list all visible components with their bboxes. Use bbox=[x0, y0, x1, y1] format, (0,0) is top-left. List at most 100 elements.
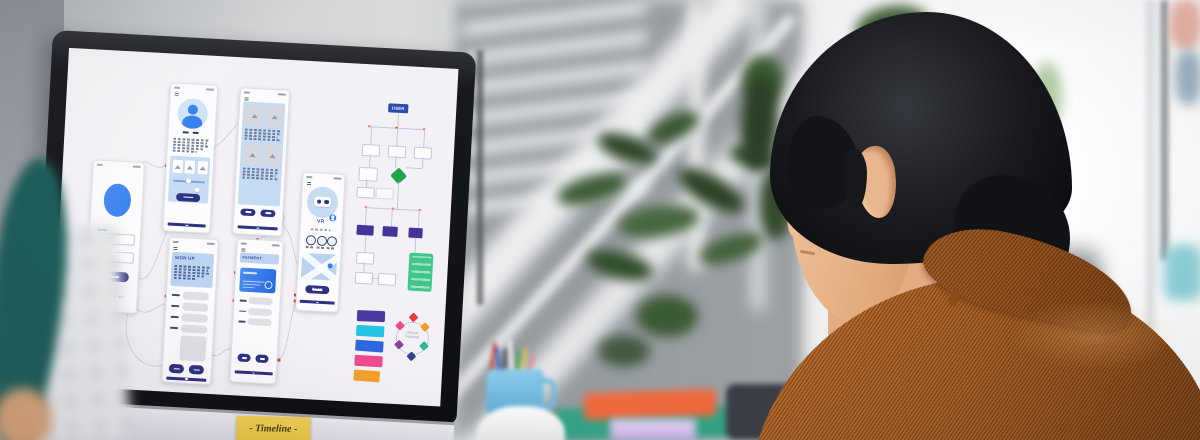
member-icon bbox=[305, 234, 317, 246]
bio-text-placeholder bbox=[172, 149, 197, 153]
member-icon bbox=[316, 235, 327, 247]
vr-caption-placeholder bbox=[310, 228, 331, 231]
home-bar bbox=[237, 225, 278, 231]
mountain-icon bbox=[271, 114, 278, 120]
plant-leaf bbox=[636, 295, 698, 337]
flow-line bbox=[396, 112, 399, 128]
distant-person-head bbox=[1169, 2, 1200, 50]
flow-line bbox=[368, 154, 371, 168]
photo-card bbox=[243, 143, 262, 166]
avatar-icon bbox=[181, 115, 203, 130]
hamburger-icon bbox=[240, 247, 246, 252]
gallery-panel bbox=[167, 155, 211, 204]
purple-sticky-notes bbox=[610, 419, 696, 440]
flow-line bbox=[362, 262, 365, 273]
vr-goggles-icon bbox=[313, 196, 332, 208]
goggle-lens bbox=[324, 199, 329, 205]
cycle-center-label: DESIGN THINKING bbox=[404, 330, 420, 339]
pay-button bbox=[237, 353, 251, 363]
monitor: - Timeline - bbox=[31, 30, 477, 440]
foreground-person-hand bbox=[0, 388, 52, 440]
card-line bbox=[242, 283, 261, 286]
card-line bbox=[242, 280, 265, 284]
payment-label bbox=[239, 309, 247, 313]
status-bar bbox=[174, 86, 214, 91]
wireframe-gallery-screen bbox=[232, 87, 291, 237]
photo-card bbox=[171, 159, 183, 174]
cycle-node-red bbox=[408, 312, 418, 323]
photo-card bbox=[245, 104, 264, 127]
purple-node bbox=[408, 227, 423, 239]
mountain-icon bbox=[248, 152, 256, 158]
credit-card bbox=[239, 267, 277, 294]
form-label bbox=[171, 293, 180, 296]
map-pin bbox=[327, 263, 333, 269]
flow-root-label: USER bbox=[391, 105, 405, 112]
wireframe-profile-screen bbox=[162, 82, 219, 234]
hamburger-icon bbox=[172, 245, 178, 251]
mountain-icon bbox=[199, 165, 206, 171]
payment-label bbox=[238, 320, 246, 323]
card-line bbox=[242, 286, 255, 289]
bar-blue bbox=[355, 339, 384, 353]
form-label bbox=[170, 326, 179, 329]
user-body bbox=[330, 218, 335, 221]
hamburger-icon bbox=[306, 180, 312, 186]
flow-box bbox=[387, 145, 407, 159]
flow-line bbox=[417, 210, 420, 229]
purple-node bbox=[356, 224, 374, 236]
flow-line bbox=[414, 237, 416, 253]
purple-node bbox=[382, 226, 398, 237]
mountain-icon bbox=[268, 153, 276, 159]
profile-button bbox=[175, 192, 201, 202]
member-caption bbox=[305, 245, 314, 248]
cycle-diagram: DESIGN THINKING bbox=[390, 310, 435, 370]
flow-line bbox=[422, 129, 425, 148]
avatar-icon bbox=[187, 104, 199, 115]
cancel-button bbox=[255, 354, 269, 364]
flow-box bbox=[358, 166, 379, 182]
flow-box bbox=[377, 272, 397, 286]
flow-line bbox=[390, 208, 393, 227]
flow-line bbox=[365, 179, 368, 188]
home-bar bbox=[234, 370, 273, 376]
bar-orange bbox=[353, 369, 381, 383]
payment-label bbox=[239, 299, 247, 302]
bar-cyan bbox=[355, 324, 385, 338]
cancel-button bbox=[188, 364, 205, 375]
person-sideburn bbox=[843, 148, 867, 210]
caption-placeholder bbox=[242, 176, 279, 180]
wireframe-vr-screen: VR PLAY bbox=[295, 171, 346, 313]
flow-line bbox=[394, 155, 396, 168]
sticky-note: - Timeline - bbox=[235, 415, 311, 440]
wireframe-payment-screen: PAYMENT bbox=[229, 238, 284, 385]
connector-dots bbox=[69, 48, 72, 51]
flow-line bbox=[364, 235, 366, 253]
photo-card bbox=[196, 161, 208, 175]
staircase-post bbox=[688, 0, 704, 270]
toggle-dot bbox=[194, 187, 200, 193]
action-button bbox=[260, 208, 276, 218]
form-field bbox=[182, 291, 210, 301]
flow-box bbox=[361, 143, 381, 157]
sticky-note-text: - Timeline - bbox=[249, 423, 298, 435]
distant-person-body bbox=[1175, 50, 1200, 105]
home-bar bbox=[299, 299, 335, 305]
flow-line bbox=[406, 167, 423, 169]
form-field bbox=[180, 324, 208, 334]
home-bar bbox=[166, 376, 207, 382]
window-frame bbox=[1161, 0, 1168, 260]
payment-field bbox=[247, 317, 272, 327]
flow-box bbox=[355, 251, 375, 265]
payment-field bbox=[247, 307, 273, 316]
signup-header: SIGN UP bbox=[170, 251, 215, 288]
flow-line bbox=[369, 126, 372, 145]
bar-purple bbox=[356, 310, 386, 323]
member-icon bbox=[326, 236, 338, 247]
form-field bbox=[181, 313, 208, 323]
payment-title: PAYMENT bbox=[242, 255, 262, 261]
flow-line bbox=[421, 157, 423, 169]
status-bar bbox=[241, 242, 280, 247]
goggle-lens bbox=[316, 199, 321, 204]
